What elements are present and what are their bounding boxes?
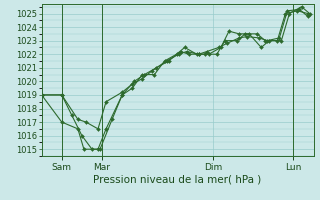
X-axis label: Pression niveau de la mer( hPa ): Pression niveau de la mer( hPa ) <box>93 175 262 185</box>
